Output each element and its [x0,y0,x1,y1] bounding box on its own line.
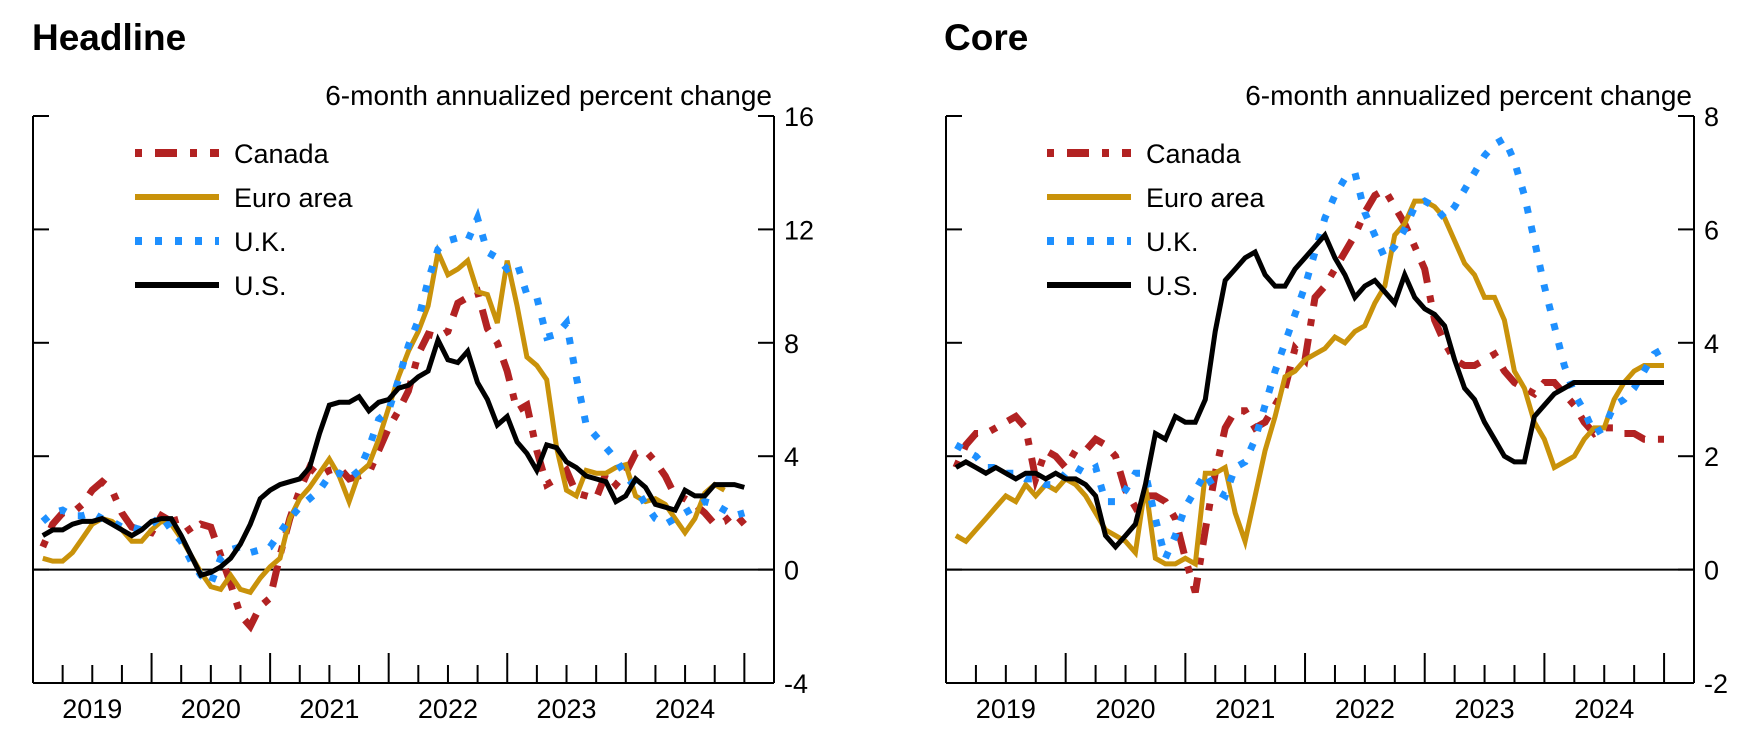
core-legend: Canada Euro area U.K. U.S. [1047,139,1266,301]
core-xtick-label: 2020 [1095,694,1155,724]
headline-xtick-label: 2024 [655,694,715,724]
core-ytick-label: 6 [1704,215,1719,245]
headline-ytick-label: 8 [784,329,799,359]
headline-ytick-label: 0 [784,556,799,586]
core-xtick-label: 2023 [1455,694,1515,724]
headline-ytick-label: 4 [784,442,799,472]
core-title: Core [944,17,1028,58]
headline-xtick-label: 2022 [418,694,478,724]
legend-label-canada: Canada [1146,139,1242,169]
headline-xtick-label: 2023 [536,694,596,724]
core-ytick-label: 8 [1704,102,1719,132]
core-ytick-label: 4 [1704,329,1719,359]
core-series-u-s [954,230,1664,551]
core-panel: Core 6-month annualized percent change -… [944,17,1728,724]
headline-series-euro-area [42,243,726,596]
headline-title: Headline [32,17,186,58]
legend-label-canada: Canada [234,139,330,169]
headline-ytick-label: 12 [784,215,814,245]
legend-label-u-k: U.K. [234,227,287,257]
legend-label-euro-area: Euro area [234,183,354,213]
headline-ytick-label: 16 [784,102,814,132]
legend-label-euro-area: Euro area [1146,183,1266,213]
core-series-canada [952,184,1664,594]
core-xtick-label: 2022 [1335,694,1395,724]
headline-legend: Canada Euro area U.K. U.S. [135,139,354,301]
headline-axes: -4 0 4 8 12 16 2019 2020 2021 2022 2023 2024 [32,102,814,724]
core-ytick-label: 0 [1704,556,1719,586]
headline-series-group [39,207,747,633]
headline-unit-label: 6-month annualized percent change [325,80,772,111]
core-series-group [952,133,1666,594]
headline-series-u-k [40,207,746,590]
headline-ytick-label: -4 [784,669,808,699]
core-axes: -2 0 2 4 6 8 2019 2020 2021 2022 2023 2024 [945,102,1728,724]
core-xtick-label: 2019 [976,694,1036,724]
core-ytick-label: -2 [1704,669,1728,699]
core-ytick-label: 2 [1704,442,1719,472]
headline-series-canada [39,286,747,633]
core-unit-label: 6-month annualized percent change [1245,80,1692,111]
headline-xtick-label: 2020 [181,694,241,724]
core-series-euro-area [954,198,1664,568]
headline-series-u-s [41,333,745,579]
legend-label-u-s: U.S. [1146,271,1199,301]
core-xtick-label: 2021 [1215,694,1275,724]
core-xtick-label: 2024 [1574,694,1634,724]
headline-xtick-label: 2019 [62,694,122,724]
legend-label-u-k: U.K. [1146,227,1199,257]
headline-xtick-label: 2021 [299,694,359,724]
headline-panel: Headline 6-month annualized percent chan… [32,17,814,724]
legend-label-u-s: U.S. [234,271,287,301]
